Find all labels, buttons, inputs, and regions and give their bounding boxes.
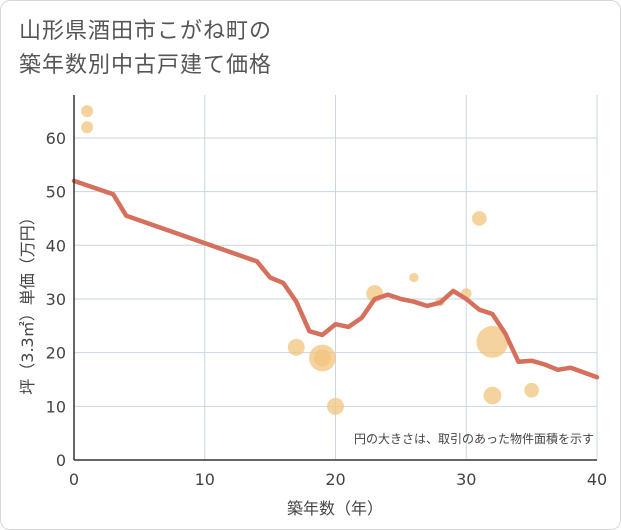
size-note: 円の大きさは、取引のあった物件面積を示す	[354, 431, 594, 446]
trend-line-group	[71, 178, 600, 380]
scatter-point	[409, 272, 419, 283]
trend-line	[71, 178, 600, 380]
scatter-points	[81, 105, 539, 415]
chart-title-line-2: 築年数別中古戸建て価格	[19, 53, 273, 78]
x-tick-label: 30	[456, 470, 476, 489]
scatter-point	[327, 397, 344, 415]
x-tick-label: 10	[195, 470, 215, 489]
scatter-point	[483, 386, 502, 405]
y-tick-label: 20	[46, 344, 66, 363]
scatter-point	[476, 326, 509, 358]
tick-labels: 0 10 20 30 40 0 10 20 30 40 50 60	[46, 129, 608, 489]
scatter-point	[313, 349, 331, 367]
y-tick-label: 30	[46, 290, 66, 309]
scatter-point	[287, 338, 305, 356]
scatter-point	[471, 211, 487, 226]
y-axis-label: 坪（3.3㎡）単価（万円）	[18, 209, 37, 394]
scatter-point	[81, 121, 94, 134]
y-tick-label: 50	[46, 183, 66, 202]
axes	[73, 95, 597, 461]
y-tick-label: 0	[56, 451, 66, 470]
x-tick-label: 0	[69, 470, 79, 489]
chart-title: 山形県酒田市こがね町の 築年数別中古戸建て価格	[19, 15, 272, 83]
y-tick-label: 10	[46, 397, 66, 416]
scatter-point	[81, 105, 94, 118]
x-axis-label: 築年数（年）	[287, 499, 383, 518]
y-tick-label: 40	[46, 236, 66, 255]
grid-lines	[74, 95, 598, 460]
x-tick-label: 40	[587, 470, 607, 489]
x-tick-label: 20	[325, 470, 345, 489]
chart-title-line-1: 山形県酒田市こがね町の	[19, 19, 273, 44]
y-tick-label: 60	[46, 129, 66, 148]
scatter-point	[524, 382, 539, 398]
